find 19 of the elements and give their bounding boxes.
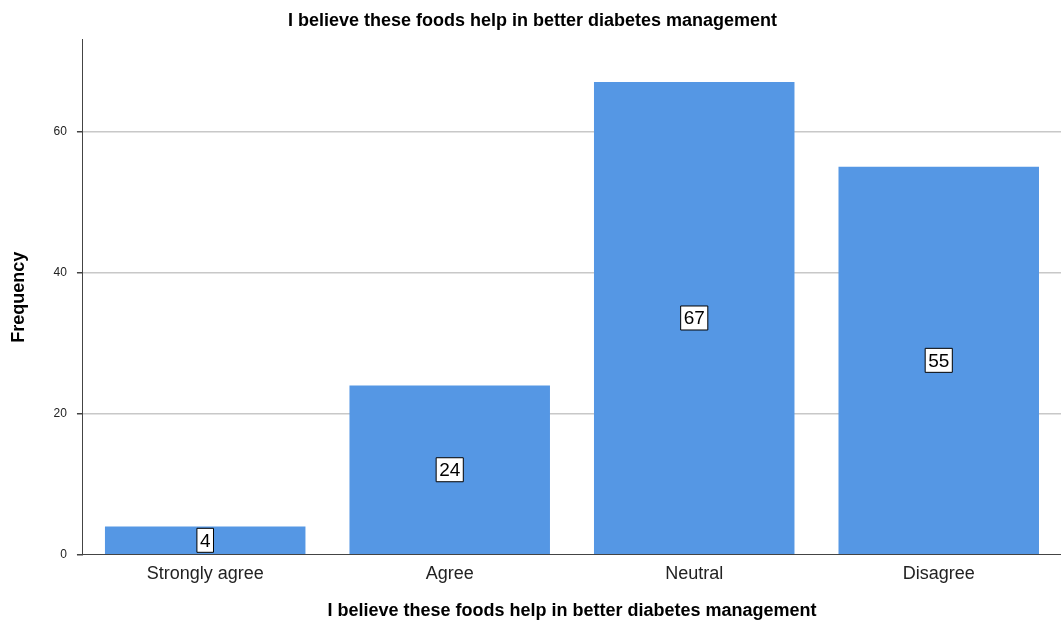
x-tick-label: Strongly agree — [146, 562, 264, 583]
y-tick-label: 20 — [53, 405, 68, 420]
bar — [593, 81, 795, 555]
data-label: 4 — [199, 529, 211, 551]
y-axis-title: Frequency — [7, 251, 28, 343]
bar — [104, 526, 306, 555]
x-tick-label: Agree — [425, 562, 474, 583]
y-tick-label: 40 — [53, 264, 68, 279]
y-tick-label: 0 — [60, 547, 68, 562]
y-tick-label: 60 — [53, 123, 68, 138]
x-axis-title: I believe these foods help in better diabetes management — [327, 600, 817, 621]
x-tick-label: Neutral — [665, 562, 724, 583]
chart-title: I believe these foods help in better diabetes management — [287, 9, 778, 30]
bar — [349, 385, 550, 555]
x-tick-label: Disagree — [902, 562, 975, 583]
bar — [838, 166, 1039, 555]
data-label: 67 — [683, 307, 705, 329]
data-label: 24 — [439, 458, 461, 480]
data-label: 55 — [928, 349, 950, 371]
